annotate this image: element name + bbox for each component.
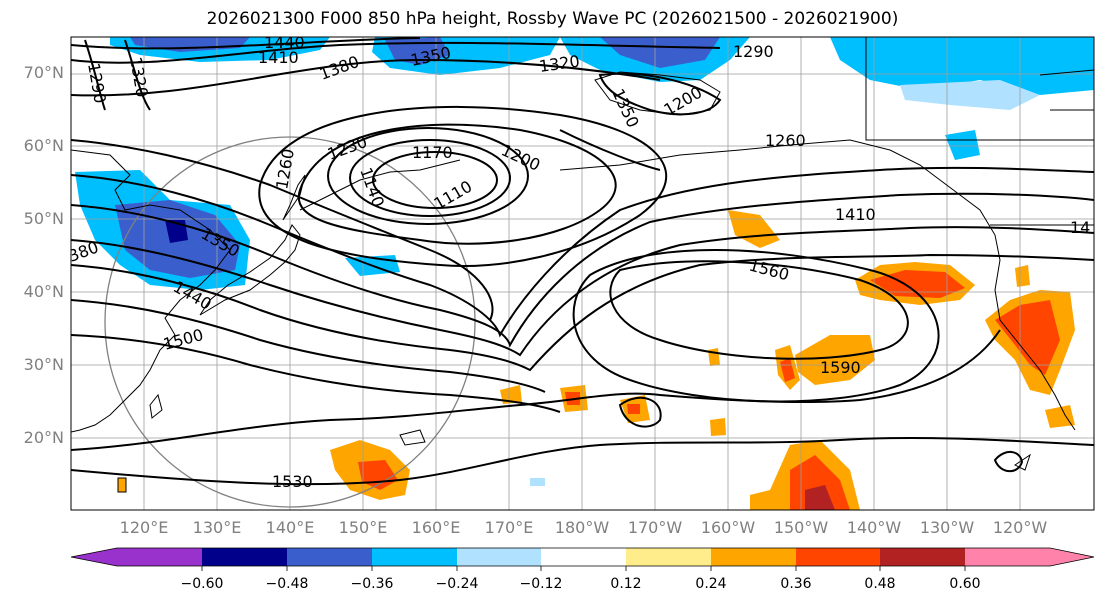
- reference-circle: [104, 136, 476, 508]
- coastlines: [71, 37, 1094, 493]
- height-contours: [71, 37, 1094, 486]
- contour-label: 1410: [258, 48, 299, 67]
- colorbar-tick-label: 0.48: [864, 576, 896, 592]
- longitude-label: 170°E: [484, 518, 534, 537]
- longitude-label: 130°W: [919, 518, 975, 537]
- contour-label: 1440: [264, 33, 305, 52]
- longitude-label: 180°W: [554, 518, 610, 537]
- colorbar-extend-low: [71, 548, 117, 566]
- longitude-label: 160°W: [700, 518, 756, 537]
- contour-label: 1590: [820, 358, 861, 377]
- colorbar-tick-label: −0.48: [265, 576, 309, 592]
- colorbar-tick-label: −0.24: [435, 576, 479, 592]
- figure-title: 2026021300 F000 850 hPa height, Rossby W…: [206, 9, 899, 29]
- colorbar-tick-label: 0.36: [780, 576, 812, 592]
- latitude-label: 20°N: [23, 428, 64, 447]
- contour-label: 14: [1070, 218, 1090, 237]
- map-panel: 1440 1410 1380 1350 1320 1290 1320 1290 …: [71, 33, 1094, 510]
- longitude-label: 160°E: [411, 518, 461, 537]
- latitude-label: 50°N: [23, 209, 64, 228]
- colorbar-extend-high: [1050, 548, 1094, 566]
- longitude-label: 170°W: [627, 518, 683, 537]
- graticule: [71, 37, 1094, 510]
- longitude-label: 120°E: [119, 518, 169, 537]
- colorbar-tick-label: 0.60: [949, 576, 981, 592]
- colorbar-tick-label: −0.36: [350, 576, 394, 592]
- positive-anomaly-shading: [118, 210, 1075, 510]
- longitude-label: 120°W: [992, 518, 1048, 537]
- longitude-label: 150°W: [773, 518, 829, 537]
- longitude-label: 140°W: [846, 518, 902, 537]
- colorbar-tick-label: −0.12: [519, 576, 563, 592]
- latitude-label: 40°N: [23, 282, 64, 301]
- map-frame: [70, 36, 1095, 511]
- contour-label: 1410: [835, 205, 876, 224]
- longitude-label: 150°E: [338, 518, 388, 537]
- colorbar-tick-label: −0.60: [180, 576, 224, 592]
- colorbar-tick-label: 0.12: [610, 576, 642, 592]
- contour-label: 1170: [412, 143, 453, 162]
- colorbar: [70, 547, 1095, 571]
- latitude-label: 60°N: [23, 136, 64, 155]
- colorbar-tick-label: 0.24: [695, 576, 727, 592]
- latitude-label: 70°N: [23, 63, 64, 82]
- contour-label: 1290: [733, 42, 774, 61]
- longitude-label: 130°E: [192, 518, 242, 537]
- contour-label: 1530: [272, 472, 313, 491]
- contour-label: 1260: [765, 131, 806, 150]
- longitude-label: 140°E: [265, 518, 315, 537]
- latitude-label: 30°N: [23, 355, 64, 374]
